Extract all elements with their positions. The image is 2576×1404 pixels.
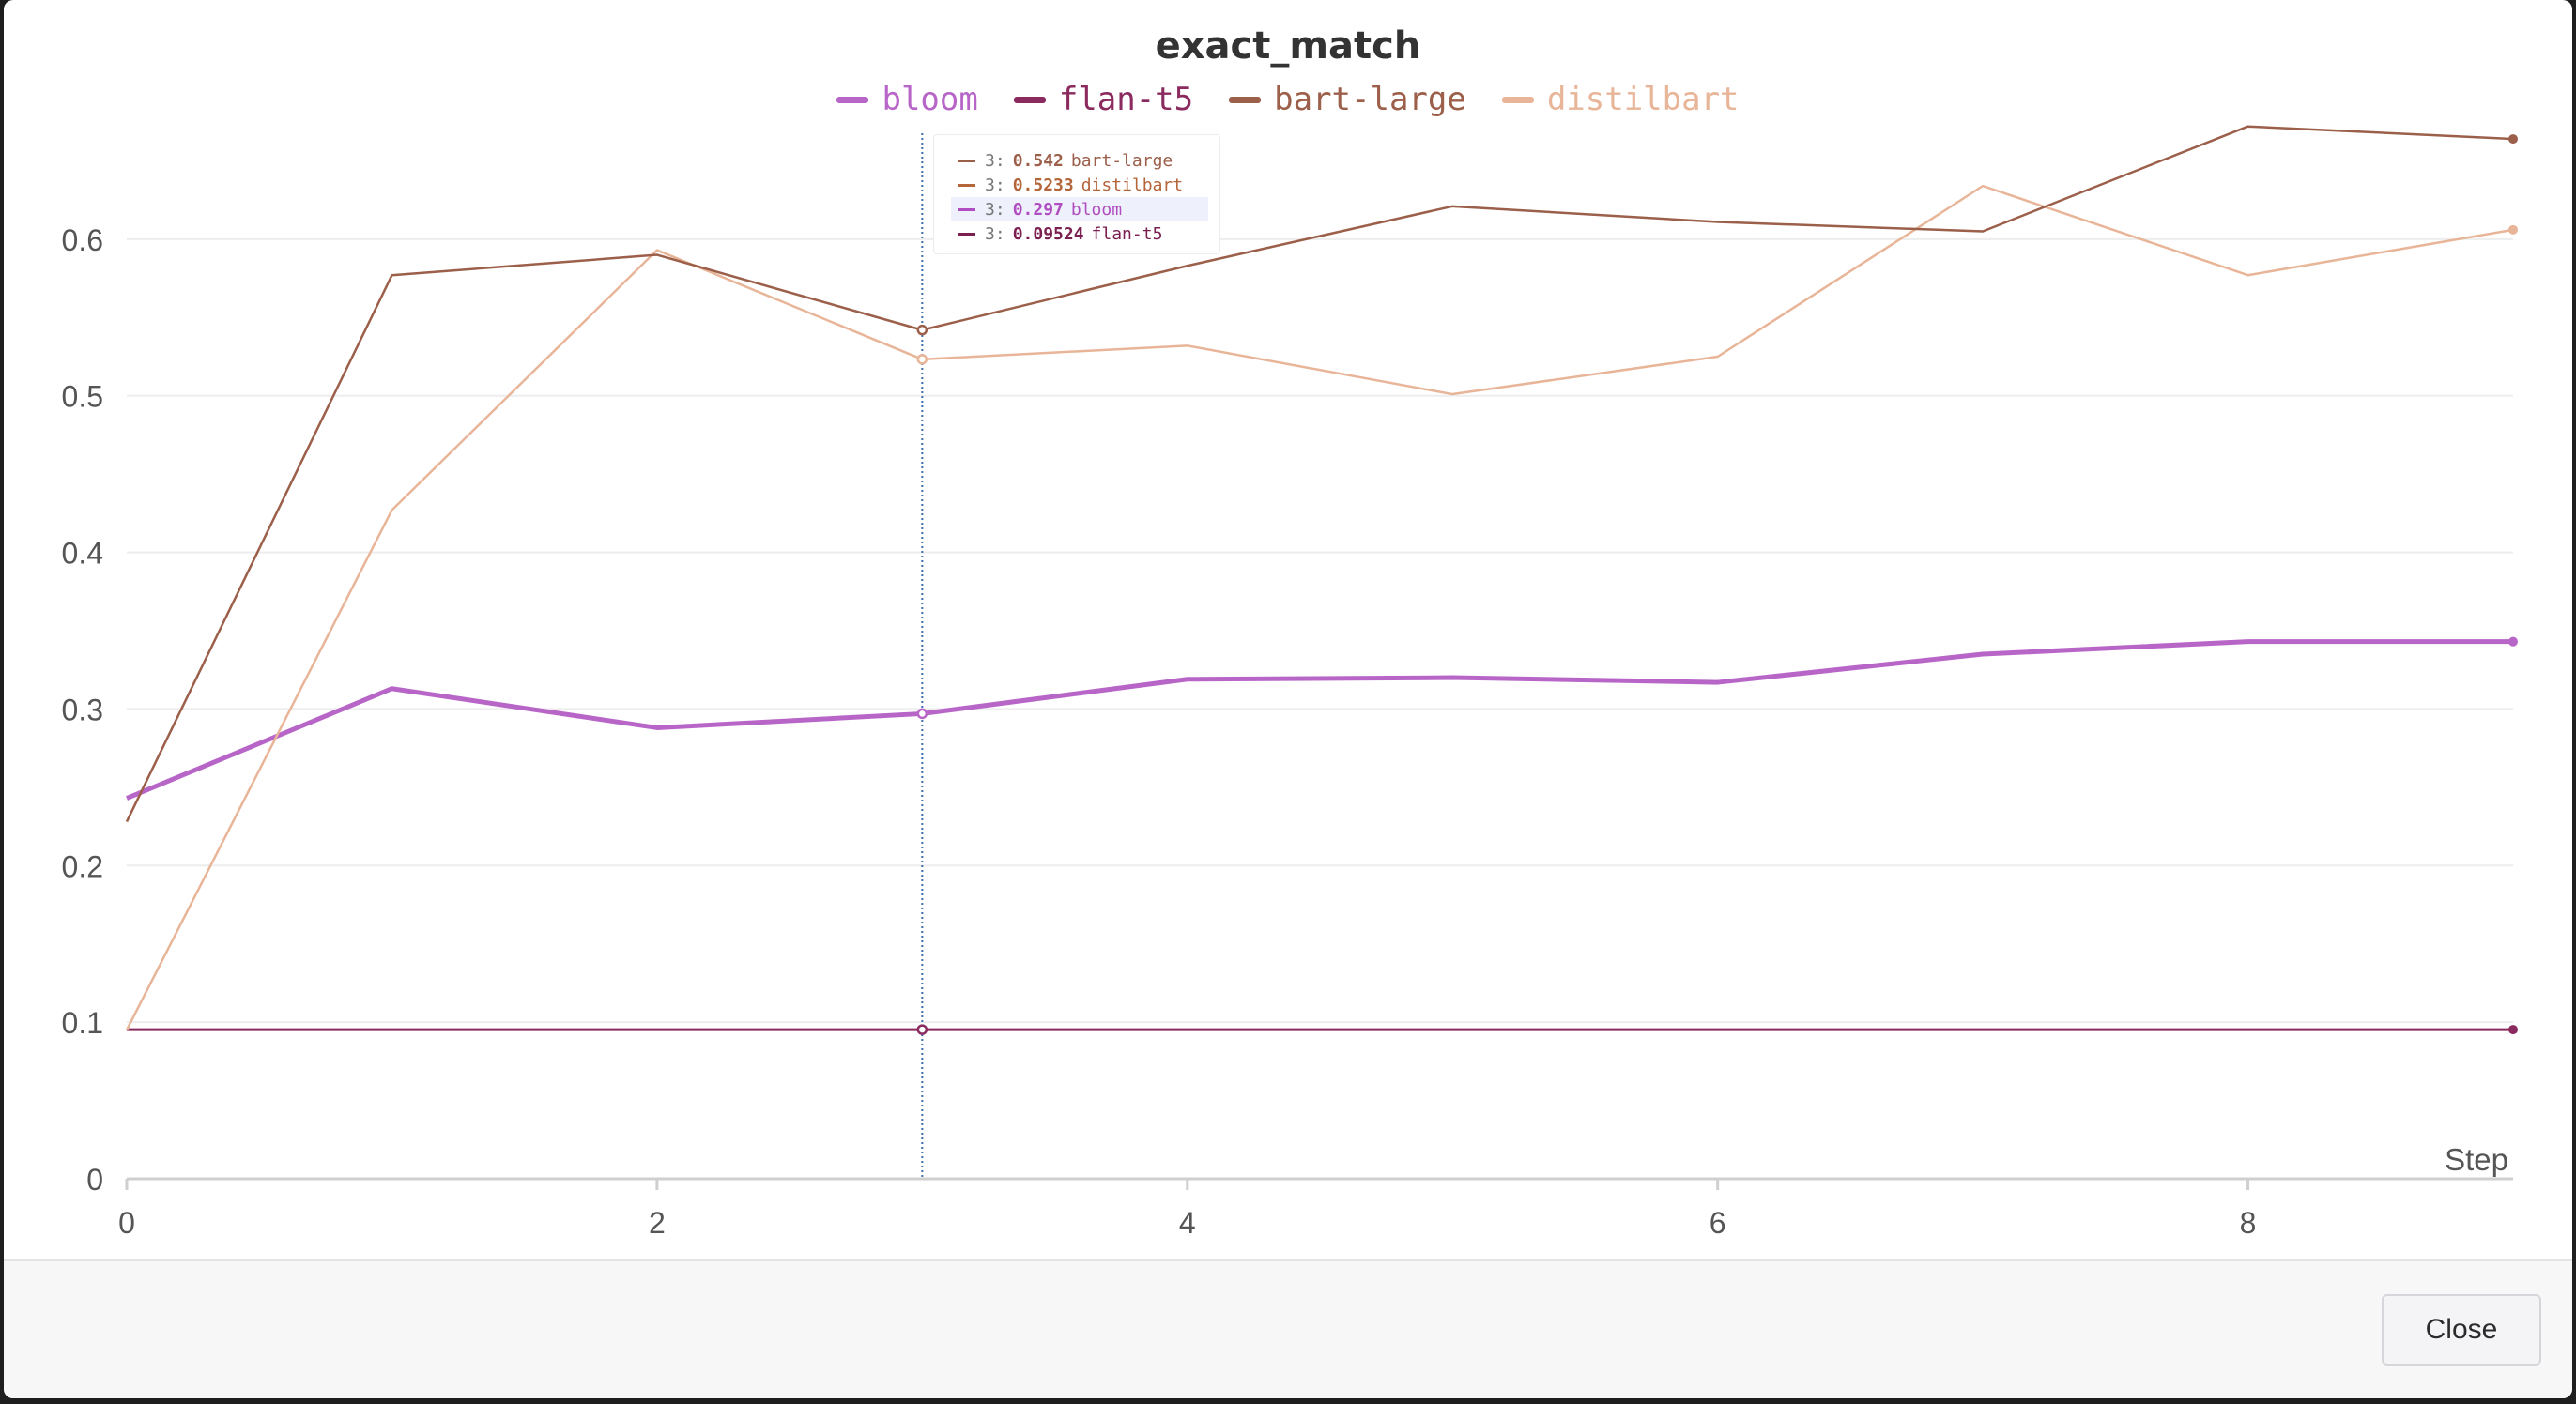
tooltip-swatch xyxy=(958,183,975,187)
hover-point-bloom xyxy=(916,708,928,720)
legend-item-distilbart[interactable]: distilbart xyxy=(1501,81,1740,118)
x-tick-label: 8 xyxy=(2240,1206,2257,1240)
series-end-point-flan-t5 xyxy=(2508,1025,2518,1035)
y-tick-label: 0.2 xyxy=(62,849,103,883)
x-axis-title: Step xyxy=(2445,1142,2508,1177)
legend-swatch xyxy=(1013,96,1046,103)
tooltip-step: 3: xyxy=(985,150,1005,171)
hover-point-distilbart xyxy=(916,354,928,365)
x-tick-label: 2 xyxy=(649,1206,666,1240)
tooltip-row: 3: 0.5233 distilbart xyxy=(951,173,1208,197)
chart-title: exact_match xyxy=(1155,24,1421,68)
y-tick-label: 0.1 xyxy=(62,1006,103,1040)
legend-swatch xyxy=(1501,96,1534,103)
y-tick-label: 0.5 xyxy=(62,380,103,414)
tooltip-swatch xyxy=(958,159,975,162)
y-tick-label: 0 xyxy=(86,1163,103,1197)
tooltip-value: 0.297 xyxy=(1012,199,1064,220)
tooltip-swatch xyxy=(958,232,975,236)
legend-label: bloom xyxy=(882,81,978,118)
series-line-bart-large[interactable] xyxy=(125,125,2514,823)
y-tick-label: 0.3 xyxy=(62,693,103,726)
hover-tooltip: 3: 0.542 bart-large 3: 0.5233 distilbart 3: 0.2… xyxy=(933,134,1220,254)
modal-footer: Close xyxy=(4,1259,2572,1398)
legend-label: flan-t5 xyxy=(1058,81,1194,118)
tooltip-swatch xyxy=(958,207,975,211)
tooltip-row: 3: 0.542 bart-large xyxy=(951,148,1208,173)
tooltip-value: 0.09524 xyxy=(1012,223,1084,244)
tooltip-value: 0.5233 xyxy=(1012,175,1074,195)
tooltip-series-name: bart-large xyxy=(1070,150,1173,171)
hover-point-flan-t5 xyxy=(916,1024,928,1035)
tooltip-step: 3: xyxy=(985,199,1005,220)
x-tick-label: 0 xyxy=(118,1206,135,1240)
tooltip-step: 3: xyxy=(985,175,1005,195)
tooltip-series-name: bloom xyxy=(1070,199,1123,220)
legend-item-bloom[interactable]: bloom xyxy=(836,81,978,118)
series-end-point-distilbart xyxy=(2508,224,2518,235)
legend-label: distilbart xyxy=(1546,81,1740,118)
legend-item-flan-t5[interactable]: flan-t5 xyxy=(1013,81,1194,118)
line-chart[interactable]: 0 0.1 0.2 0.3 0.4 0.5 0.6 0 2 4 6 8 Step xyxy=(4,0,2572,1259)
tooltip-series-name: flan-t5 xyxy=(1091,223,1163,244)
tooltip-row: 3: 0.09524 flan-t5 xyxy=(951,221,1208,246)
x-tick-label: 4 xyxy=(1179,1206,1196,1240)
series-end-point-bart-large xyxy=(2508,134,2518,145)
hover-point-bart-large xyxy=(916,324,928,336)
legend-label: bart-large xyxy=(1274,81,1466,118)
series-line-bloom[interactable] xyxy=(126,639,2513,801)
tooltip-series-name: distilbart xyxy=(1081,175,1184,195)
close-button[interactable]: Close xyxy=(2382,1294,2541,1366)
x-tick-label: 6 xyxy=(1710,1206,1726,1240)
legend-item-bart-large[interactable]: bart-large xyxy=(1229,81,1466,118)
series-end-point-bloom xyxy=(2508,636,2518,647)
y-tick-label: 0.6 xyxy=(62,223,103,257)
tooltip-value: 0.542 xyxy=(1012,150,1064,171)
tooltip-step: 3: xyxy=(985,223,1005,244)
tooltip-row: 3: 0.297 bloom xyxy=(951,197,1208,221)
chart-legend: bloom flan-t5 bart-large distilbart xyxy=(4,81,2572,118)
series-line-distilbart[interactable] xyxy=(125,184,2514,1031)
chart-panel: exact_match bloom flan-t5 bart-large distil… xyxy=(4,0,2572,1259)
legend-swatch xyxy=(836,96,869,103)
chart-modal: exact_match bloom flan-t5 bart-large distil… xyxy=(4,0,2572,1398)
legend-swatch xyxy=(1229,96,1262,103)
y-tick-label: 0.4 xyxy=(62,537,103,571)
